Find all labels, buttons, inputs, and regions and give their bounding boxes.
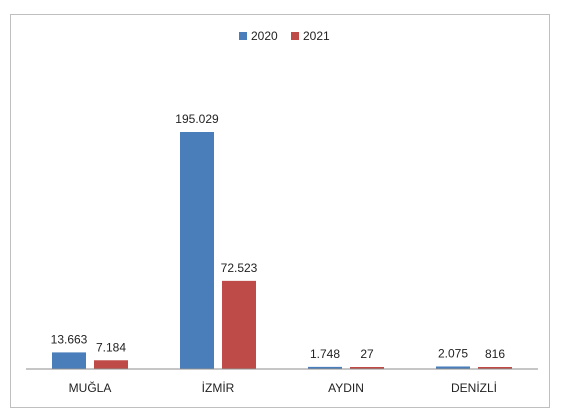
bar-2021-0 (94, 360, 128, 369)
category-label-1: İZMİR (202, 381, 235, 395)
category-label-3: DENİZLİ (451, 381, 497, 395)
value-label-2021-1: 72.523 (221, 261, 258, 275)
bar-2020-1 (180, 132, 214, 369)
category-labels: MUĞLA İZMİR AYDIN DENİZLİ (69, 380, 497, 395)
value-label-2020-3: 2.075 (438, 346, 468, 360)
value-labels: 13.663 7.184 195.029 72.523 1.748 27 2.075 816 (51, 112, 506, 361)
bar-2020-0 (52, 352, 86, 369)
value-label-2020-2: 1.748 (310, 347, 340, 361)
legend-label-2021: 2021 (303, 29, 330, 43)
value-label-2021-2: 27 (360, 347, 374, 361)
legend-label-2020: 2020 (251, 29, 278, 43)
legend-swatch-2020 (239, 32, 247, 40)
bar-2021-2 (350, 367, 384, 369)
chart-frame (10, 14, 550, 408)
legend-swatch-2021 (291, 32, 299, 40)
bar-2020-2 (308, 366, 342, 369)
bars (52, 132, 512, 369)
value-label-2020-1: 195.029 (175, 112, 219, 126)
bar-2021-1 (222, 280, 256, 369)
legend: 2020 2021 (239, 29, 330, 43)
value-label-2020-0: 13.663 (51, 332, 88, 346)
value-label-2021-0: 7.184 (96, 340, 126, 354)
bar-2020-3 (436, 366, 470, 369)
bar-2021-3 (478, 367, 512, 369)
category-label-0: MUĞLA (69, 380, 112, 395)
category-label-2: AYDIN (328, 381, 364, 395)
value-label-2021-3: 816 (485, 347, 505, 361)
